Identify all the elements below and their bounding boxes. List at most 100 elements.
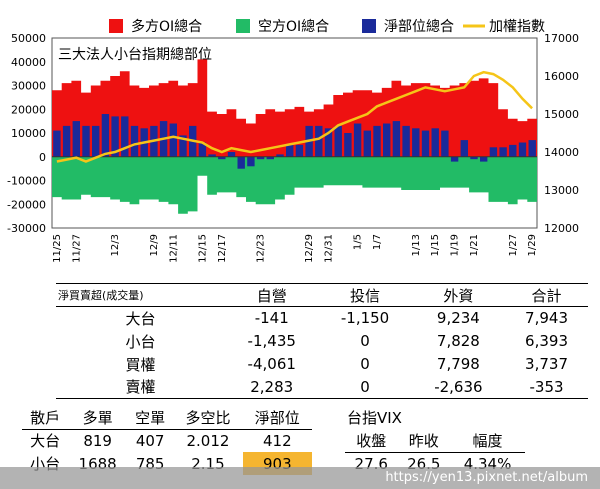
vix-title: 台指VIX	[347, 409, 402, 427]
watermark: https://yen13.pixnet.net/album	[0, 467, 600, 489]
net-position-bar	[509, 144, 517, 157]
x-tick-label: 12/31	[323, 234, 334, 263]
net-position-bar	[402, 125, 410, 157]
y-left-tick-label: 20000	[11, 103, 46, 116]
net-position-bar	[480, 156, 488, 162]
y-right-tick-label: 12000	[544, 222, 579, 235]
net-position-bar	[324, 128, 333, 157]
x-tick-label: 1/15	[430, 234, 441, 256]
vix-header-prev: 昨收	[397, 429, 451, 453]
vix-title-row: 台指VIX	[345, 406, 525, 429]
net-position-bar	[528, 140, 536, 157]
legend-label: 多方OI總合	[131, 18, 202, 35]
legend-swatch	[109, 19, 123, 33]
x-tick-label: 1/19	[450, 234, 461, 256]
x-tick-label: 12/3	[110, 234, 121, 256]
x-tick-label: 12/9	[149, 234, 160, 256]
net-buy-header-trust: 投信	[318, 283, 412, 307]
x-tick-label: 12/29	[304, 234, 315, 263]
net-position-bar	[363, 130, 371, 157]
x-tick-label: 11/27	[71, 234, 82, 263]
net-position-bar	[295, 144, 304, 157]
net-buy-header-total: 合計	[505, 283, 588, 307]
net-buy-table: 淨買賣超(成交量) 自營 投信 外資 合計 大台 -141 -1,150 9,2…	[56, 283, 588, 399]
cell: -1,150	[340, 309, 390, 328]
net-position-bar	[412, 128, 420, 157]
table-row: 大台 819 407 2.012 412	[22, 429, 312, 452]
y-left-tick-label: 30000	[11, 80, 46, 93]
cell: -1,435	[247, 332, 296, 350]
vix-header-close: 收盤	[345, 429, 398, 453]
net-buy-header-corner: 淨買賣超(成交量)	[56, 283, 226, 307]
cell: -2,636	[411, 375, 506, 399]
retail-header-ratio: 多空比	[173, 406, 243, 430]
net-position-bar	[256, 156, 265, 160]
x-tick-label: 12/11	[168, 234, 179, 263]
cell: 7,798	[436, 355, 480, 373]
x-tick-label: 1/21	[469, 234, 480, 256]
y-left-tick-label: 10000	[11, 127, 46, 140]
net-position-bar	[344, 133, 352, 157]
net-position-bar	[421, 130, 430, 157]
net-position-bar	[470, 156, 478, 160]
cell: 9,234	[436, 309, 480, 328]
cell: -4,061	[247, 355, 296, 373]
cell: 0	[360, 332, 370, 350]
cell: 407	[135, 431, 165, 450]
net-buy-header-foreign: 外資	[411, 283, 506, 307]
cell: -141	[254, 309, 289, 328]
y-left-tick-label: -20000	[7, 198, 46, 211]
retail-header-net: 淨部位	[242, 406, 312, 430]
retail-position-table: 散戶 多單 空單 多空比 淨部位 大台 819 407 2.012 412 小台…	[22, 406, 312, 475]
table-row: 大台 -141 -1,150 9,234 7,943	[56, 307, 588, 330]
vix-header-row: 收盤 昨收 幅度	[345, 429, 525, 453]
x-tick-label: 1/7	[372, 234, 383, 250]
x-tick-label: 1/5	[353, 234, 364, 250]
short-oi-area	[52, 156, 537, 214]
cell: 0	[318, 375, 412, 399]
x-tick-label: 12/17	[217, 234, 228, 263]
table-row: 小台 -1,435 0 7,828 6,393	[56, 330, 588, 353]
table-row: 買權 -4,061 0 7,798 3,737	[56, 353, 588, 376]
net-position-bar	[92, 125, 100, 157]
x-tick-label: 1/29	[527, 234, 538, 256]
legend-label: 加權指數	[489, 19, 545, 35]
net-position-bar	[518, 142, 527, 157]
row-label: 賣權	[56, 375, 226, 399]
cell: 7,943	[525, 309, 568, 328]
x-tick-label: 1/27	[508, 234, 519, 256]
institutional-position-chart: 多方OI總合 空方OI總合 淨部位總合 加權指數 三大法人小台指期總部位 50000 4…	[7, 18, 579, 263]
cell: 7,828	[436, 332, 480, 350]
net-position-bar	[53, 130, 61, 157]
net-position-bar	[198, 142, 207, 157]
legend-swatch	[236, 19, 250, 33]
net-position-bar	[169, 123, 177, 157]
x-tick-label: 12/23	[256, 234, 267, 263]
net-position-bar	[450, 156, 459, 162]
net-position-bar	[218, 156, 226, 160]
net-position-bar	[276, 154, 284, 157]
row-label: 小台	[125, 332, 156, 351]
x-tick-label: 11/25	[52, 234, 63, 263]
y-left-tick-label: -30000	[7, 222, 46, 235]
net-position-bar	[431, 128, 439, 157]
net-position-bar	[499, 147, 507, 157]
retail-header-long: 多單	[68, 406, 128, 430]
chart-legend: 多方OI總合 空方OI總合 淨部位總合 加權指數	[109, 18, 545, 35]
row-label: 買權	[125, 355, 156, 374]
net-position-bar	[266, 156, 274, 160]
retail-header-label: 散戶	[22, 406, 69, 430]
net-buy-header-row: 淨買賣超(成交量) 自營 投信 外資 合計	[56, 283, 588, 307]
net-position-bar	[383, 123, 391, 157]
y-left-tick-label: 0	[39, 151, 46, 164]
vix-table: 台指VIX 收盤 昨收 幅度 27.6 26.5 4.34%	[345, 406, 525, 475]
x-tick-label: 12/15	[197, 234, 208, 263]
cell: 0	[360, 355, 370, 373]
cell: 2.012	[186, 431, 230, 450]
net-position-bar	[441, 130, 449, 157]
net-position-bar	[237, 156, 245, 169]
net-position-bar	[82, 125, 90, 157]
y-right-tick-label: 16000	[544, 70, 579, 83]
y-right-tick-label: 14000	[544, 146, 579, 159]
legend-swatch	[362, 19, 376, 33]
